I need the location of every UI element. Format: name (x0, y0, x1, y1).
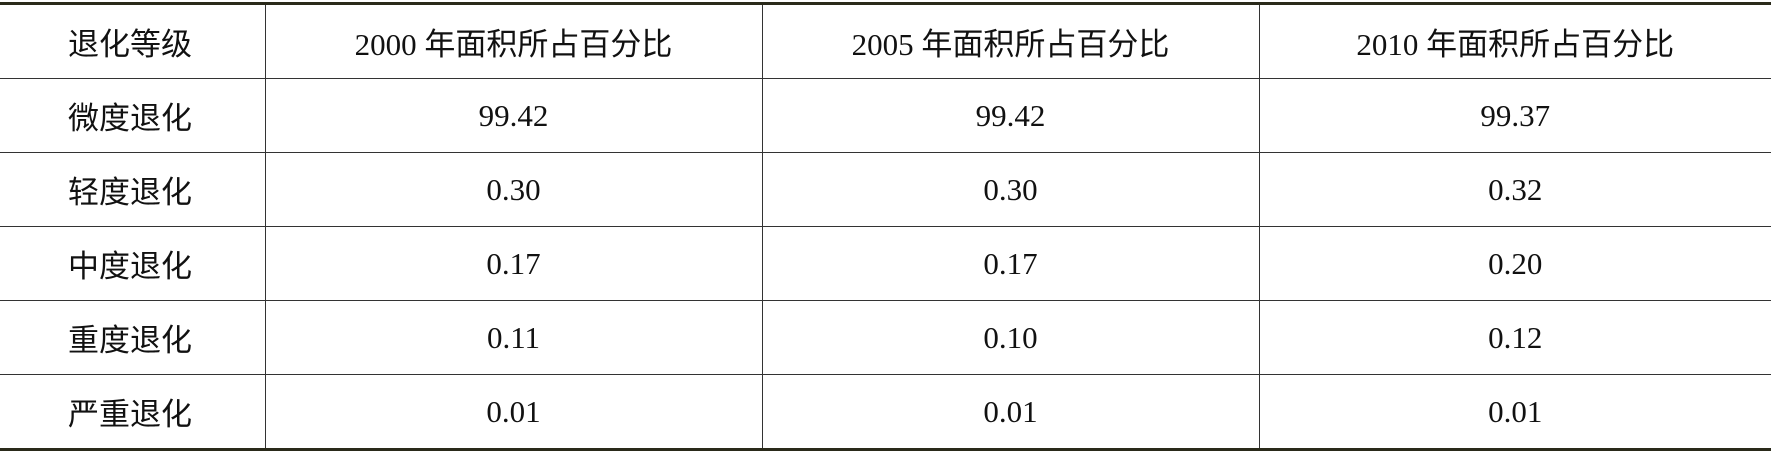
data-cell: 0.01 (264, 374, 762, 451)
header-cell: 退化等级 (0, 2, 265, 79)
data-cell: 99.42 (264, 78, 762, 153)
data-cell: 0.10 (761, 300, 1259, 375)
table-row: 微度退化 99.42 99.42 99.37 (0, 78, 1771, 153)
header-cell: 2000 年面积所占百分比 (264, 2, 762, 79)
header-row: 退化等级 2000 年面积所占百分比 2005 年面积所占百分比 2010 年面积所占… (0, 2, 1771, 79)
data-cell: 0.01 (761, 374, 1259, 451)
header-cell: 2005 年面积所占百分比 (761, 2, 1259, 79)
header-cell: 2010 年面积所占百分比 (1258, 2, 1771, 79)
data-cell: 0.17 (264, 226, 762, 301)
data-cell: 99.37 (1258, 78, 1771, 153)
data-cell: 0.11 (264, 300, 762, 375)
row-label: 中度退化 (0, 226, 265, 301)
table-row: 重度退化 0.11 0.10 0.12 (0, 300, 1771, 375)
table-row: 轻度退化 0.30 0.30 0.32 (0, 152, 1771, 227)
data-cell: 0.30 (264, 152, 762, 227)
data-cell: 0.12 (1258, 300, 1771, 375)
data-cell: 0.32 (1258, 152, 1771, 227)
table-row: 中度退化 0.17 0.17 0.20 (0, 226, 1771, 301)
data-cell: 0.20 (1258, 226, 1771, 301)
row-label: 重度退化 (0, 300, 265, 375)
data-cell: 99.42 (761, 78, 1259, 153)
row-label: 严重退化 (0, 374, 265, 451)
table-row: 严重退化 0.01 0.01 0.01 (0, 374, 1771, 451)
data-cell: 0.17 (761, 226, 1259, 301)
data-cell: 0.01 (1258, 374, 1771, 451)
row-label: 微度退化 (0, 78, 265, 153)
row-label: 轻度退化 (0, 152, 265, 227)
data-cell: 0.30 (761, 152, 1259, 227)
